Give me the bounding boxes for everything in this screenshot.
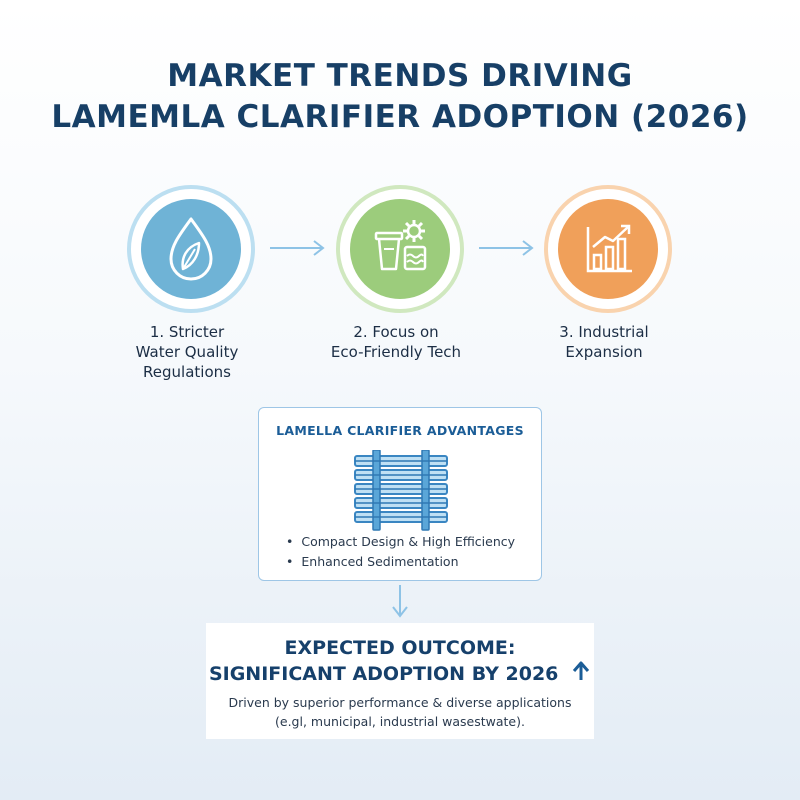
lamella-plates-icon <box>354 450 448 531</box>
advantage-item-2: • Enhanced Sedimentation <box>286 554 459 569</box>
connector-arrow-2 <box>479 240 534 256</box>
advantage-item-1: • Compact Design & High Efficiency <box>286 534 516 549</box>
up-arrow-icon <box>572 661 590 680</box>
step-1-circle <box>127 185 255 313</box>
water-drop-leaf-icon <box>169 217 213 281</box>
growth-chart-icon <box>586 224 632 273</box>
outcome-description-line-2: (e.gl, municipal, industrial wasestwate)… <box>275 714 525 729</box>
advantages-title: LAMELLA CLARIFIER ADVANTAGES <box>276 423 524 438</box>
step-3-label: 3. Industrial Expansion <box>559 323 649 361</box>
outcome-title-line-1: EXPECTED OUTCOME: <box>284 637 516 659</box>
eco-tech-icon <box>374 220 427 271</box>
step-2-label: 2. Focus on Eco-Friendly Tech <box>330 323 462 361</box>
advantages-box: LAMELLA CLARIFIER ADVANTAGES • Compact De… <box>258 407 542 581</box>
title-line-1: MARKET TRENDS DRIVING <box>167 58 633 94</box>
connector-arrow-down <box>392 585 408 618</box>
page-title: MARKET TRENDS DRIVING LAMEMLA CLARIFIER … <box>0 56 800 138</box>
outcome-box: EXPECTED OUTCOME: SIGNIFICANT ADOPTION B… <box>206 623 594 739</box>
step-1-label: 1. Stricter Water Quality Regulations <box>135 323 239 381</box>
title-line-2: LAMEMLA CLARIFIER ADOPTION (2026) <box>51 99 749 135</box>
step-2-circle <box>336 185 464 313</box>
outcome-title-line-2: SIGNIFICANT ADOPTION BY 2026 <box>206 660 594 685</box>
step-3-circle <box>544 185 672 313</box>
connector-arrow-1 <box>270 240 325 256</box>
outcome-description-line-1: Driven by superior performance & diverse… <box>228 695 572 710</box>
